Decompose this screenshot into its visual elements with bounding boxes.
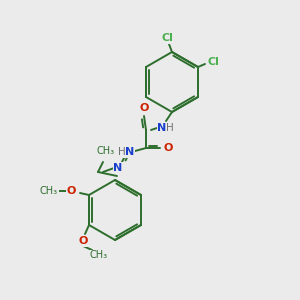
Text: CH₃: CH₃ bbox=[97, 146, 115, 156]
Text: H: H bbox=[166, 123, 174, 133]
Text: H: H bbox=[118, 147, 126, 157]
Text: N: N bbox=[113, 163, 123, 173]
Text: O: O bbox=[66, 186, 76, 196]
Text: O: O bbox=[163, 143, 173, 153]
Text: N: N bbox=[125, 147, 135, 157]
Text: O: O bbox=[139, 103, 149, 113]
Text: CH₃: CH₃ bbox=[40, 186, 58, 196]
Text: Cl: Cl bbox=[207, 57, 219, 67]
Text: O: O bbox=[78, 236, 88, 246]
Text: Cl: Cl bbox=[161, 33, 173, 43]
Text: N: N bbox=[158, 123, 166, 133]
Text: CH₃: CH₃ bbox=[90, 250, 108, 260]
